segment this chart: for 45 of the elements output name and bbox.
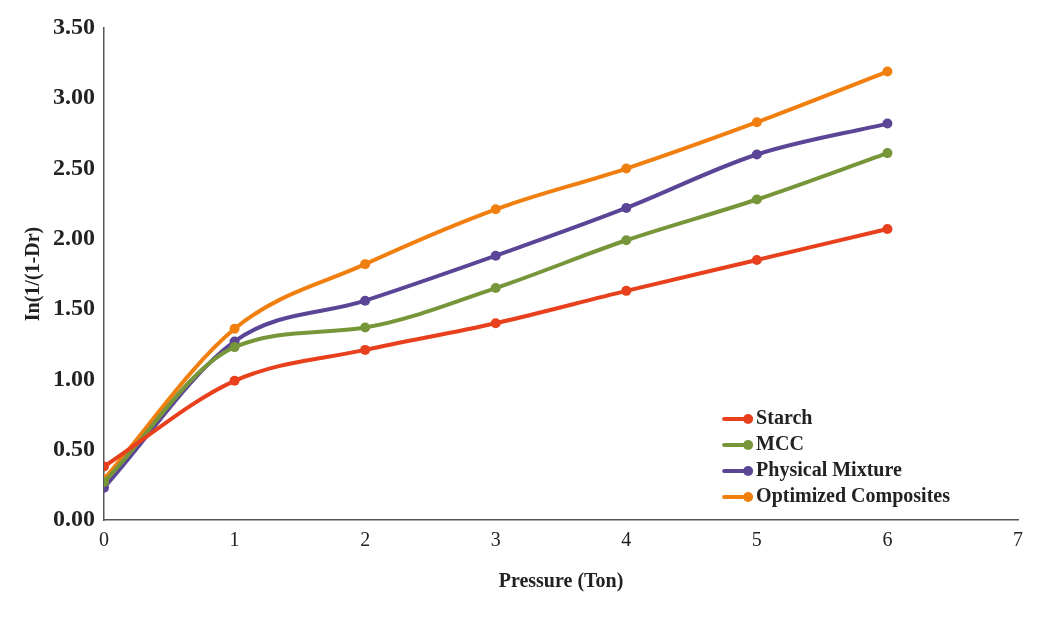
point <box>751 254 762 265</box>
y-tick-label: 2.00 <box>53 224 95 251</box>
x-tick-label: 5 <box>751 528 762 551</box>
point <box>751 149 762 160</box>
x-tick-label: 2 <box>360 528 371 551</box>
y-tick-label: 0.50 <box>53 434 95 461</box>
point <box>360 344 371 355</box>
legend-label: Optimized Composites <box>756 484 951 508</box>
y-tick-label: 3.00 <box>53 83 95 110</box>
y-tick-label: 0.00 <box>53 505 95 532</box>
point <box>621 285 632 296</box>
point <box>490 283 501 294</box>
point <box>490 250 501 261</box>
x-axis-title: Pressure (Ton) <box>498 569 624 593</box>
x-tick-label: 3 <box>490 528 501 551</box>
point <box>360 259 371 270</box>
x-tick-label: 7 <box>1013 528 1023 551</box>
legend-label: Starch <box>756 406 813 429</box>
y-tick-label: 1.00 <box>53 364 95 391</box>
legend-label: Physical Mixture <box>756 458 902 482</box>
x-tick-label: 1 <box>229 528 240 551</box>
point <box>229 342 240 353</box>
y-tick-label: 3.50 <box>53 13 95 40</box>
point <box>229 323 240 334</box>
x-tick-label: 4 <box>621 528 632 551</box>
point <box>360 295 371 306</box>
y-axis-title: In(1/(1-Dr) <box>21 226 45 322</box>
point <box>882 224 893 235</box>
point <box>621 235 632 246</box>
point <box>751 117 762 128</box>
point <box>490 318 501 329</box>
point <box>490 204 501 215</box>
x-tick-label: 0 <box>99 528 109 551</box>
point <box>360 322 371 333</box>
point <box>621 163 632 174</box>
point <box>229 375 240 386</box>
x-tick-label: 6 <box>882 528 893 551</box>
point <box>621 202 632 213</box>
y-tick-label: 1.50 <box>53 294 95 321</box>
legend-label: MCC <box>756 432 804 455</box>
point <box>882 118 893 129</box>
point <box>882 148 893 159</box>
point <box>751 194 762 205</box>
y-tick-label: 2.50 <box>53 153 95 180</box>
point <box>882 66 893 77</box>
